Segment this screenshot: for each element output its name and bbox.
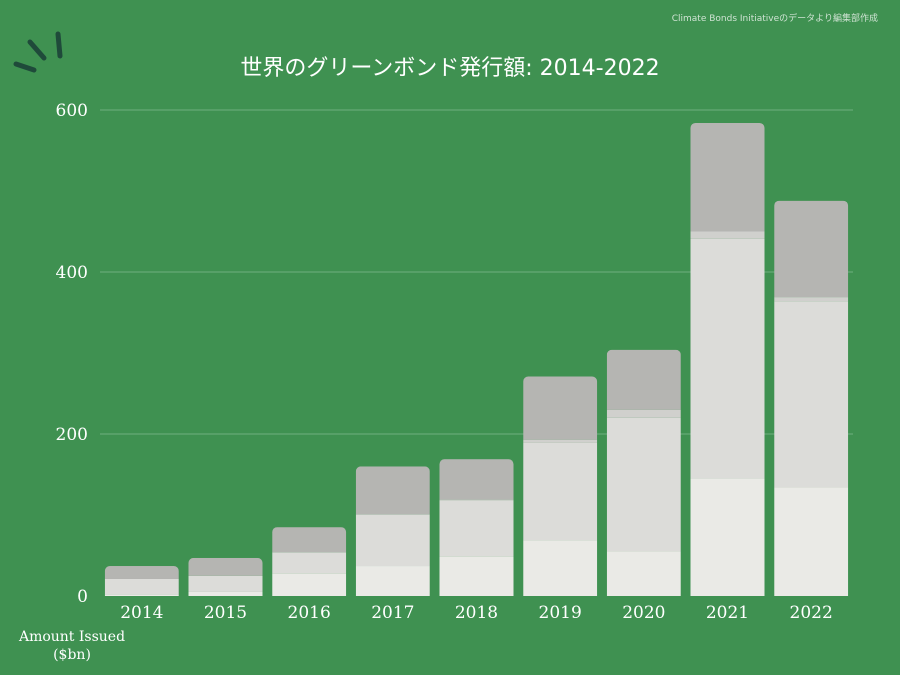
source-note: Climate Bonds Initiativeのデータより編集部作成	[671, 14, 878, 24]
bar-segment-2018-3	[439, 459, 514, 500]
bar-segment-2019-3	[523, 376, 598, 440]
bar-segment-2022-3	[774, 200, 849, 298]
bar-segment-2020-0	[606, 551, 681, 596]
x-tick-label: 2021	[706, 603, 749, 623]
bar-segment-2021-3	[690, 122, 765, 232]
bar-stack-2017	[355, 466, 430, 596]
bar-segment-2016-1	[272, 552, 347, 574]
bars-layer	[104, 122, 849, 596]
bar-segment-2022-2	[774, 297, 849, 302]
bar-segment-2019-2	[523, 439, 598, 443]
x-tick-label: 2019	[539, 603, 582, 623]
bar-segment-2017-3	[355, 466, 430, 515]
bar-segment-2018-1	[439, 500, 514, 557]
y-tick-label: 600	[56, 101, 88, 121]
bar-segment-2015-0	[188, 591, 263, 596]
bar-stack-2022	[774, 200, 849, 596]
bar-segment-2021-1	[690, 238, 765, 479]
bar-segment-2018-0	[439, 556, 514, 596]
bar-segment-2017-1	[355, 515, 430, 567]
x-tick-label: 2015	[204, 603, 247, 623]
y-tick-label: 0	[77, 587, 88, 607]
bar-stack-2016	[272, 527, 347, 596]
bar-segment-2017-0	[355, 566, 430, 596]
bar-segment-2020-2	[606, 409, 681, 418]
bar-segment-2022-0	[774, 487, 849, 596]
x-tick-label: 2018	[455, 603, 498, 623]
x-tick-label: 2016	[288, 603, 331, 623]
x-tick-label: 2020	[622, 603, 665, 623]
bar-segment-2019-0	[523, 540, 598, 596]
bar-segment-2019-1	[523, 442, 598, 541]
bar-stack-2019	[523, 376, 598, 596]
bar-segment-2014-1	[104, 578, 179, 595]
bar-stack-2015	[188, 557, 263, 596]
bar-stack-2018	[439, 459, 514, 596]
y-tick-label: 200	[56, 425, 88, 445]
bar-segment-2018-2	[439, 499, 514, 501]
tick-labels-layer: 0 200 400 600 2014 2015 2016 2017 2018 2019 2020 20…	[56, 101, 833, 623]
bar-segment-2015-3	[188, 557, 263, 576]
bar-segment-2014-0	[104, 594, 179, 596]
bar-segment-2022-1	[774, 301, 849, 488]
bar-segment-2014-3	[104, 566, 179, 579]
y-axis-label: Amount Issued ($bn)	[12, 628, 132, 664]
bar-segment-2016-3	[272, 527, 347, 553]
y-axis-label-line1: Amount Issued	[18, 629, 126, 645]
bar-stack-2020	[606, 349, 681, 596]
x-tick-label: 2017	[371, 603, 414, 623]
y-axis-label-line2: ($bn)	[53, 647, 91, 663]
bar-segment-2020-1	[606, 417, 681, 552]
decoration-strokes-icon	[13, 31, 63, 73]
bar-segment-2021-2	[690, 231, 765, 239]
bar-stack-2014	[104, 566, 179, 596]
x-tick-label: 2022	[790, 603, 833, 623]
bar-segment-2017-2	[355, 514, 430, 515]
chart-title: 世界のグリーンボンド発行額: 2014-2022	[240, 56, 660, 81]
bar-segment-2015-1	[188, 575, 263, 592]
y-tick-label: 400	[56, 263, 88, 283]
bar-segment-2021-0	[690, 478, 765, 596]
bar-segment-2016-0	[272, 573, 347, 596]
x-tick-label: 2014	[120, 603, 163, 623]
bar-segment-2020-3	[606, 349, 681, 410]
bar-stack-2021	[690, 122, 765, 596]
